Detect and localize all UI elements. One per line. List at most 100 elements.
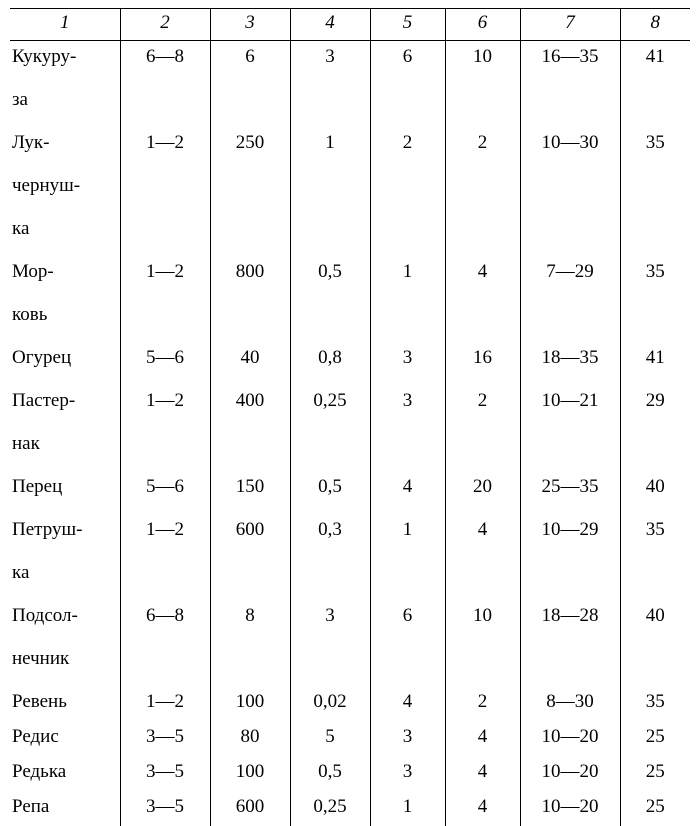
row-name-segment: Лук- (10, 127, 120, 170)
cell-value: 10—30 (521, 127, 620, 170)
row-name-segment: за (10, 84, 120, 127)
table-row: Кукуру-за6—8 6 3 6 10 16—35 41 (10, 40, 690, 127)
row-name-segment: Пастер- (10, 385, 120, 428)
cell-value: 100 (211, 756, 290, 791)
cell-col6: 4 (445, 791, 520, 826)
cell-col7: 18—35 (520, 342, 620, 385)
cell-col3: 6 (210, 40, 290, 127)
cell-value: 1 (371, 791, 445, 826)
cell-col4: 0,02 (290, 686, 370, 721)
row-name-segment: Подсол- (10, 600, 120, 643)
cell-spacer (621, 643, 691, 686)
col-header-6: 6 (445, 9, 520, 41)
cell-spacer (291, 213, 370, 256)
cell-col5: 4 (370, 686, 445, 721)
row-name-segment: Редис (10, 721, 120, 756)
table-row: Редис3—58053410—2025 (10, 721, 690, 756)
cell-col2: 1—2 (120, 256, 210, 342)
cell-value: 4 (446, 791, 520, 826)
cell-col6: 10 (445, 40, 520, 127)
cell-col5: 3 (370, 756, 445, 791)
cell-col5: 1 (370, 791, 445, 826)
cell-col4: 0,3 (290, 514, 370, 600)
cell-value: 25—35 (521, 471, 620, 514)
cell-col4: 0,5 (290, 756, 370, 791)
cell-spacer (291, 299, 370, 342)
cell-value: 35 (621, 514, 691, 557)
row-name-segment: нак (10, 428, 120, 471)
cell-value: 5—6 (121, 342, 210, 385)
cell-col3: 8 (210, 600, 290, 686)
cell-col3: 100 (210, 756, 290, 791)
cell-spacer (291, 557, 370, 600)
cell-spacer (521, 643, 620, 686)
cell-value: 2 (446, 385, 520, 428)
cell-value: 1—2 (121, 514, 210, 557)
cell-value: 3 (371, 756, 445, 791)
cell-col6: 20 (445, 471, 520, 514)
cell-spacer (211, 643, 290, 686)
cell-col5: 2 (370, 127, 445, 256)
row-name-segment: Редька (10, 756, 120, 791)
cell-value: 1 (371, 256, 445, 299)
col-header-5: 5 (370, 9, 445, 41)
table-row: Лук-чернуш-ка1—2 250 1 2 2 10—30 35 (10, 127, 690, 256)
cell-value: 2 (446, 127, 520, 170)
cell-spacer (291, 84, 370, 127)
cell-value: 18—28 (521, 600, 620, 643)
cell-value: 4 (446, 721, 520, 756)
cell-value: 4 (371, 471, 445, 514)
col-header-2: 2 (120, 9, 210, 41)
cell-value: 0,5 (291, 756, 370, 791)
row-name-segment: чернуш- (10, 170, 120, 213)
cell-col8: 41 (620, 342, 690, 385)
row-name-segment: Ревень (10, 686, 120, 721)
row-name-segment: ка (10, 557, 120, 600)
cell-col5: 1 (370, 514, 445, 600)
cell-col3: 800 (210, 256, 290, 342)
cell-value: 6—8 (121, 41, 210, 84)
cell-value: 3 (371, 342, 445, 385)
col-header-1: 1 (10, 9, 120, 41)
row-name-segment: Репа (10, 791, 120, 826)
cell-col8: 25 (620, 756, 690, 791)
cell-value: 20 (446, 471, 520, 514)
cell-spacer (211, 557, 290, 600)
cell-spacer (621, 557, 691, 600)
cell-col4: 0,25 (290, 791, 370, 826)
cell-value: 80 (211, 721, 290, 756)
cell-col3: 600 (210, 514, 290, 600)
table-row: Мор-ковь1—2 800 0,5 1 4 7—29 35 (10, 256, 690, 342)
table-body: Кукуру-за6—8 6 3 6 10 16—35 41 Лук-черну… (10, 40, 690, 826)
cell-value: 0,3 (291, 514, 370, 557)
cell-value: 0,25 (291, 791, 370, 826)
table-header-row: 1 2 3 4 5 6 7 8 (10, 9, 690, 41)
cell-value: 6—8 (121, 600, 210, 643)
cell-spacer (446, 428, 520, 471)
cell-spacer (121, 428, 210, 471)
cell-col4: 0,5 (290, 471, 370, 514)
row-name-segment: Петруш- (10, 514, 120, 557)
col-header-8: 8 (620, 9, 690, 41)
cell-col5: 4 (370, 471, 445, 514)
cell-value: 41 (621, 342, 691, 385)
cell-value: 10—20 (521, 756, 620, 791)
cell-spacer (371, 84, 445, 127)
cell-col7: 10—20 (520, 721, 620, 756)
data-table: 1 2 3 4 5 6 7 8 Кукуру-за6—8 6 3 6 10 16… (10, 8, 690, 826)
cell-spacer (211, 170, 290, 213)
row-name-segment: Перец (10, 471, 120, 514)
cell-spacer (211, 299, 290, 342)
cell-value: 25 (621, 791, 691, 826)
cell-value: 10—29 (521, 514, 620, 557)
cell-value: 1—2 (121, 127, 210, 170)
table-row: Репа3—56000,251410—2025 (10, 791, 690, 826)
row-name: Перец (10, 471, 120, 514)
cell-col7: 8—30 (520, 686, 620, 721)
cell-col3: 80 (210, 721, 290, 756)
cell-col8: 25 (620, 791, 690, 826)
cell-col5: 1 (370, 256, 445, 342)
cell-value: 10 (446, 600, 520, 643)
cell-spacer (621, 299, 691, 342)
cell-value: 3—5 (121, 721, 210, 756)
